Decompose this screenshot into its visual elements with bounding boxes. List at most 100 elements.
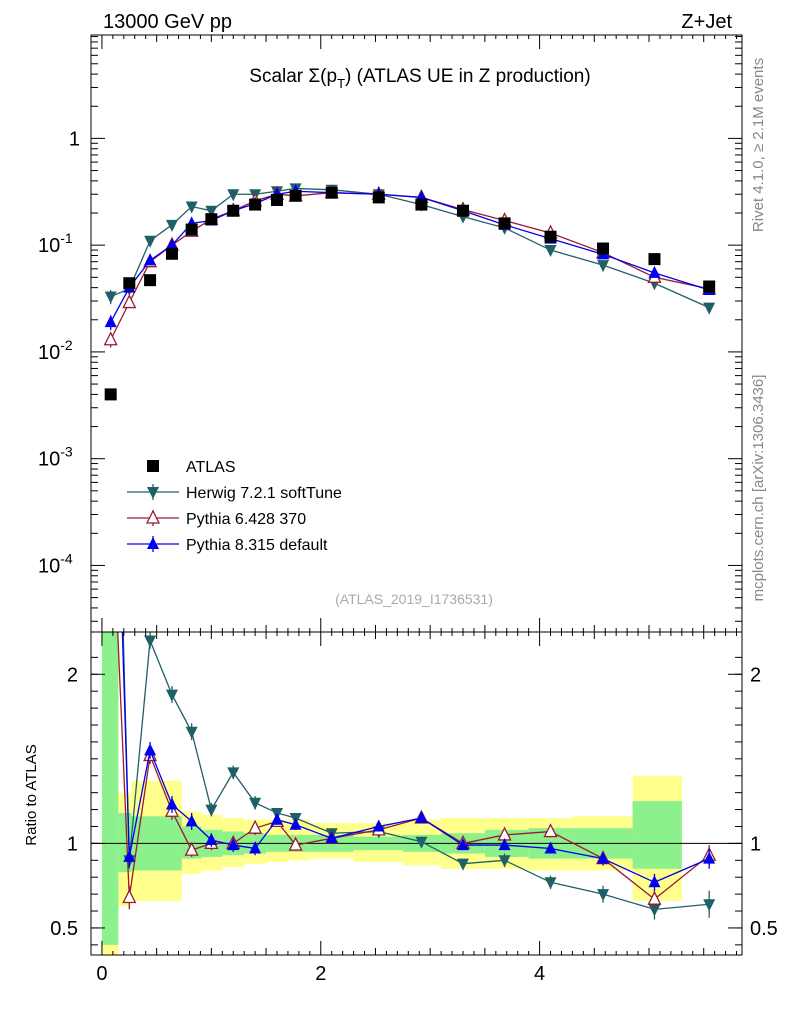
data-point xyxy=(227,189,240,202)
legend: ATLAS Herwig 7.2.1 softTune Pythia 6.428 3… xyxy=(127,459,342,554)
uncertainty-bands xyxy=(101,632,682,955)
data-point xyxy=(122,294,137,309)
ratio-point xyxy=(544,877,557,890)
data-point xyxy=(703,280,716,293)
stat-band-bin xyxy=(101,632,119,945)
ratio-y-axis: 0.5 0.5 1 1 2 2 xyxy=(50,656,778,946)
series-atlas xyxy=(104,186,716,401)
ratio-y-tick-label-right: 0.5 xyxy=(750,918,778,940)
data-point xyxy=(104,388,117,401)
data-point xyxy=(103,331,118,346)
ratio-point xyxy=(185,726,198,739)
data-point xyxy=(165,219,178,232)
data-point xyxy=(597,242,610,255)
data-point xyxy=(205,213,218,226)
ratio-point xyxy=(648,875,661,888)
ratio-y-tick-label-right: 2 xyxy=(750,664,761,686)
x-tick-label: 2 xyxy=(315,963,326,985)
data-point xyxy=(144,253,157,266)
ratio-point xyxy=(372,819,385,832)
data-point xyxy=(325,186,338,199)
data-point xyxy=(648,265,661,278)
x-tick-label: 4 xyxy=(534,963,545,985)
data-point xyxy=(104,315,117,328)
ratio-point xyxy=(288,836,303,851)
ratio-point xyxy=(122,889,137,904)
ratio-point xyxy=(647,890,662,905)
series-pythia-8-315-default xyxy=(104,184,716,331)
data-point xyxy=(544,245,557,258)
ratio-y-tick-label: 0.5 xyxy=(50,918,78,940)
data-point xyxy=(185,201,198,214)
ratio-point xyxy=(184,841,199,856)
main-y-tick-mantissa: 10 xyxy=(38,342,60,364)
data-point xyxy=(703,302,716,315)
main-y-tick-exponent: -2 xyxy=(60,337,73,353)
main-y-tick-exponent: -3 xyxy=(60,444,73,460)
ratio-point xyxy=(457,838,469,851)
ratio-point xyxy=(227,838,240,851)
ratio-point xyxy=(597,851,610,864)
data-point xyxy=(457,204,469,217)
main-panel: 10-410-310-210-11 Scalar Σ(pT) (ATLAS UE… xyxy=(38,34,743,633)
stat-band-bin xyxy=(632,801,682,869)
main-series-group xyxy=(103,183,717,401)
analysis-label: (ATLAS_2019_I1736531) xyxy=(335,591,493,607)
main-y-tick-label: 10-3 xyxy=(38,444,73,471)
data-point xyxy=(249,198,262,211)
ratio-point xyxy=(498,838,511,851)
ratio-point xyxy=(248,819,263,834)
legend-marker xyxy=(147,460,159,472)
data-point xyxy=(498,217,511,230)
main-y-tick-label: 10-2 xyxy=(38,337,73,364)
ratio-point xyxy=(325,831,338,844)
ratio-point xyxy=(249,841,262,854)
ratio-point xyxy=(123,849,136,862)
legend-label: Herwig 7.2.1 softTune xyxy=(186,485,342,502)
main-y-tick-label: 10-1 xyxy=(38,230,73,257)
ratio-point xyxy=(185,814,198,827)
x-tick-label: 0 xyxy=(96,963,107,985)
data-point xyxy=(165,247,178,260)
legend-entry: ATLAS xyxy=(147,459,236,476)
ratio-y-tick-label: 1 xyxy=(67,833,78,855)
ratio-y-axis-label: Ratio to ATLAS xyxy=(23,744,40,845)
data-point xyxy=(648,253,661,266)
ratio-point xyxy=(703,899,716,912)
ratio-point xyxy=(144,635,157,648)
mcplots-url-label: mcplots.cern.ch [arXiv:1306.3436] xyxy=(750,375,767,602)
ratio-point xyxy=(144,743,157,756)
legend-label: Pythia 8.315 default xyxy=(186,537,328,554)
ratio-panel: 0.5 0.5 1 1 2 2 0 2 4 Ratio to ATLAS xyxy=(23,631,778,985)
main-y-tick-mantissa: 10 xyxy=(38,449,60,471)
ratio-point xyxy=(205,804,218,817)
legend-label: Pythia 6.428 370 xyxy=(186,511,306,528)
legend-marker xyxy=(145,509,161,524)
data-point xyxy=(144,274,157,287)
ratio-point xyxy=(227,767,240,780)
legend-entry: Herwig 7.2.1 softTune xyxy=(127,484,342,502)
main-y-tick-mantissa: 10 xyxy=(38,235,60,257)
ratio-point xyxy=(165,797,178,810)
main-y-tick-label: 1 xyxy=(69,128,80,150)
ratio-point xyxy=(544,841,557,854)
ratio-point xyxy=(249,797,262,810)
series-herwig-7-2-1-softtune xyxy=(104,183,716,315)
data-point xyxy=(227,204,240,217)
ratio-point xyxy=(498,855,511,868)
data-point xyxy=(104,291,117,304)
ratio-point xyxy=(271,812,283,825)
series-line xyxy=(110,187,710,309)
ratio-y-tick-label: 2 xyxy=(67,664,78,686)
ratio-point xyxy=(543,823,558,838)
ratio-point xyxy=(648,904,661,917)
series-line xyxy=(110,190,710,323)
data-point xyxy=(289,189,302,202)
main-y-tick-label: 10-4 xyxy=(38,550,73,577)
main-y-tick-mantissa: 10 xyxy=(38,555,60,577)
legend-marker xyxy=(147,487,159,499)
ratio-line xyxy=(121,632,710,883)
main-y-tick-exponent: -1 xyxy=(60,230,73,246)
ratio-series-pythia-8-315-default xyxy=(121,632,716,891)
